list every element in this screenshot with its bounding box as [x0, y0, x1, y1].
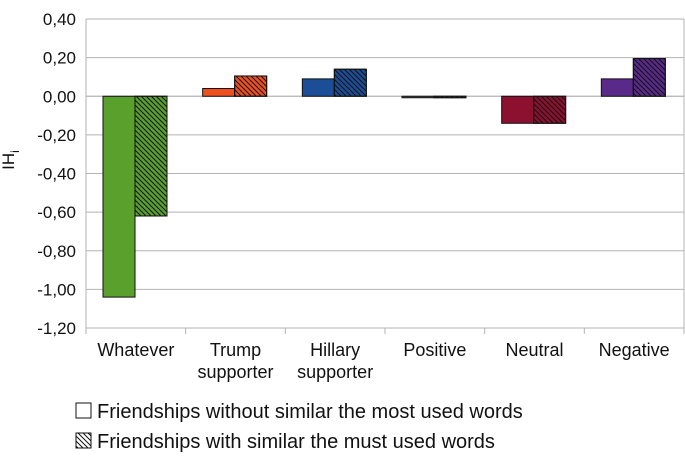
y-tick-label: 0,40 [43, 10, 76, 29]
bars [102, 58, 666, 298]
bar-without-3 [401, 95, 435, 99]
legend-swatch-hatch [75, 432, 92, 449]
legend-swatch-bg [75, 402, 92, 419]
x-category-label: Negative [599, 340, 670, 360]
axes: 0,40 0,20 0,00 -0,20 -0,40 -0,60 -0,80 -1,00 -1,… [0, 10, 685, 382]
x-category-label: Positive [403, 340, 466, 360]
y-tick-label: -1,20 [37, 319, 76, 338]
bar-hatch-overlay [632, 58, 666, 97]
bar-hatch-overlay [134, 95, 168, 217]
bar-without-1 [202, 88, 236, 97]
x-category-label: Hillary [310, 340, 360, 360]
bar-hatch-overlay [433, 95, 467, 99]
x-category-label: Trump [210, 340, 261, 360]
y-tick-label: -0,20 [37, 126, 76, 145]
legend: Friendships without similar the most use… [75, 401, 523, 453]
y-tick-label: -0,80 [37, 242, 76, 261]
bar-without-5 [600, 78, 634, 97]
y-tick-label: -0,60 [37, 203, 76, 222]
x-category-label: supporter [297, 362, 373, 382]
y-tick-label: -1,00 [37, 280, 76, 299]
bar-hatch-overlay [333, 68, 367, 97]
bar-without-2 [301, 78, 335, 97]
bar-without-4 [501, 95, 535, 124]
y-tick-label: -0,40 [37, 165, 76, 184]
y-tick-label: 0,00 [43, 87, 76, 106]
y-axis-label: IHi [0, 150, 22, 170]
x-category-label: supporter [197, 362, 273, 382]
bar-hatch-overlay [533, 95, 567, 124]
x-category-label: Whatever [97, 340, 174, 360]
x-category-label: Neutral [505, 340, 563, 360]
bar-hatch-overlay [234, 75, 268, 97]
bar-without-0 [102, 95, 136, 298]
legend-label: Friendships without similar the most use… [97, 401, 523, 423]
grid [86, 18, 684, 329]
y-axis-label-main: IH [0, 153, 18, 170]
y-axis-label-sub: i [8, 150, 22, 153]
y-tick-label: 0,20 [43, 49, 76, 68]
legend-label: Friendships with similar the must used w… [97, 431, 495, 453]
